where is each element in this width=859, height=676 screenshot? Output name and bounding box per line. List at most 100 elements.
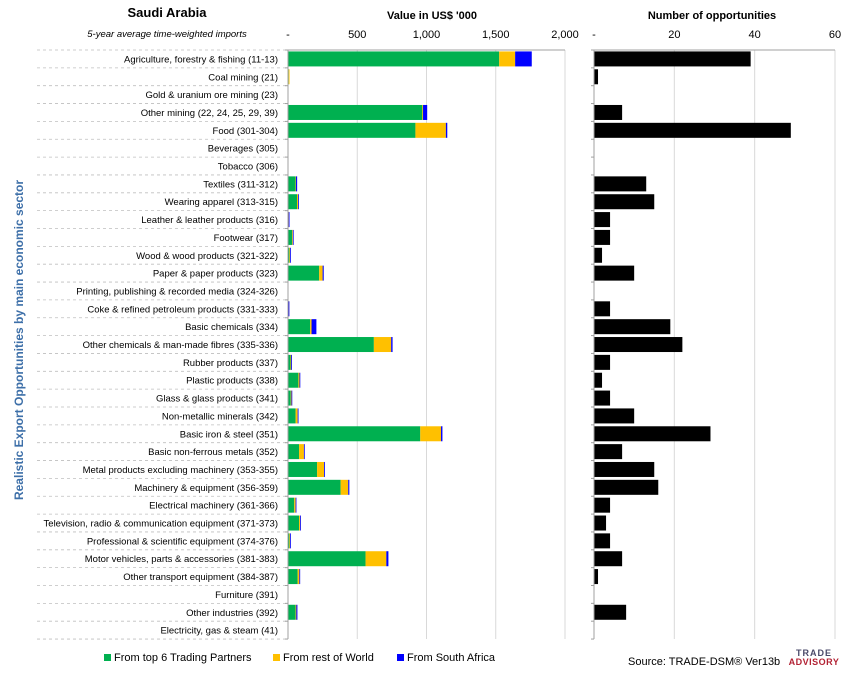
category-label: Wearing apparel (313-315)	[165, 197, 278, 208]
legend-swatch-top6-partners	[104, 654, 111, 661]
bar-rest-of-world	[295, 408, 298, 424]
bar-south-africa	[324, 461, 325, 477]
bar-south-africa	[423, 104, 428, 120]
bar-top6-partners	[288, 533, 290, 549]
count-bar	[594, 551, 623, 567]
chart-axes	[37, 49, 835, 640]
bar-rest-of-world	[292, 229, 293, 245]
count-bar	[594, 426, 711, 442]
value-x-tick-label: 1,500	[482, 29, 510, 41]
legend-swatch-south-africa	[397, 654, 404, 661]
value-x-tick-label: 1,000	[413, 29, 441, 41]
count-x-tick-label: 40	[749, 29, 761, 41]
category-label: Footwear (317)	[214, 233, 278, 244]
bar-top6-partners	[288, 337, 374, 353]
value-x-tick-label: 2,000	[551, 29, 579, 41]
bar-rest-of-world	[290, 354, 292, 370]
legend: From top 6 Trading Partners From rest of …	[104, 652, 496, 664]
bar-south-africa	[391, 337, 393, 353]
bar-south-africa	[295, 497, 297, 513]
legend-label: From South Africa	[407, 652, 496, 664]
bar-top6-partners	[288, 372, 299, 388]
count-bar	[594, 515, 607, 531]
category-label: Professional & scientific equipment (374…	[87, 536, 278, 547]
bar-rest-of-world	[295, 604, 297, 620]
count-bar	[594, 301, 611, 317]
bar-rest-of-world	[420, 426, 442, 442]
bar-south-africa	[291, 354, 292, 370]
bar-rest-of-world	[365, 551, 387, 567]
bar-south-africa	[288, 212, 290, 228]
bar-south-africa	[322, 265, 324, 281]
count-bar	[594, 372, 603, 388]
count-bar	[594, 51, 751, 67]
count-bar	[594, 69, 599, 85]
count-bar	[594, 479, 659, 495]
category-label: Electricity, gas & steam (41)	[160, 626, 278, 637]
country-title: Saudi Arabia	[128, 5, 208, 20]
bar-rest-of-world	[317, 461, 325, 477]
bar-top6-partners	[288, 247, 290, 263]
category-label: Furniture (391)	[215, 590, 278, 601]
bar-rest-of-world	[289, 533, 291, 549]
count-bar	[594, 497, 611, 513]
category-label: Other industries (392)	[186, 608, 278, 619]
bar-south-africa	[300, 515, 301, 531]
bar-rest-of-world	[289, 247, 291, 263]
bar-top6-partners	[288, 515, 300, 531]
category-label: Glass & glass products (341)	[156, 394, 278, 405]
bar-top6-partners	[288, 390, 291, 406]
bar-rest-of-world	[288, 69, 290, 85]
bar-rest-of-world	[319, 265, 323, 281]
bar-top6-partners	[288, 51, 500, 67]
bar-rest-of-world	[422, 104, 424, 120]
count-bar	[594, 176, 647, 192]
bar-rest-of-world	[297, 569, 300, 585]
logo-line-2: ADVISORY	[788, 657, 840, 667]
category-label: Paper & paper products (323)	[153, 269, 278, 280]
category-label: Rubber products (337)	[183, 358, 278, 369]
bar-top6-partners	[288, 461, 318, 477]
category-label: Coal mining (21)	[208, 72, 278, 83]
bar-south-africa	[297, 408, 299, 424]
count-bar	[594, 212, 611, 228]
bar-south-africa	[441, 426, 443, 442]
bar-south-africa	[311, 319, 317, 335]
legend-swatch-rest-of-world	[273, 654, 280, 661]
bar-top6-partners	[288, 569, 298, 585]
category-label: Basic iron & steel (351)	[180, 429, 278, 440]
category-label: Other transport equipment (384-387)	[123, 572, 278, 583]
bar-rest-of-world	[415, 122, 446, 138]
bar-south-africa	[291, 390, 293, 406]
category-label: Food (301-304)	[213, 126, 278, 137]
bar-south-africa	[296, 604, 298, 620]
count-bar	[594, 319, 671, 335]
category-label: Other chemicals & man-made fibres (335-3…	[83, 340, 278, 351]
bar-rest-of-world	[299, 444, 304, 460]
category-label: Machinery & equipment (356-359)	[134, 483, 278, 494]
bar-south-africa	[298, 194, 299, 210]
bar-top6-partners	[288, 497, 295, 513]
count-bar	[594, 533, 611, 549]
bar-top6-partners	[288, 354, 291, 370]
count-bar	[594, 390, 611, 406]
category-label: Basic non-ferrous metals (352)	[148, 447, 278, 458]
bar-top6-partners	[288, 265, 320, 281]
count-bar	[594, 247, 603, 263]
count-bar	[594, 604, 627, 620]
bar-top6-partners	[288, 479, 341, 495]
value-x-axis-ticks: - 500 1,000 1,500 2,000	[286, 29, 579, 41]
category-label: Wood & wood products (321-322)	[136, 251, 278, 262]
count-bar	[594, 354, 611, 370]
category-label: Basic chemicals (334)	[185, 322, 278, 333]
category-label: Metal products excluding machinery (353-…	[83, 465, 278, 476]
bar-south-africa	[303, 444, 305, 460]
count-bar	[594, 444, 623, 460]
count-bar	[594, 265, 635, 281]
category-label: Electrical machinery (361-366)	[149, 501, 278, 512]
bar-rest-of-world	[298, 372, 300, 388]
count-gridlines	[673, 50, 836, 640]
bar-rest-of-world	[340, 479, 349, 495]
legend-label: From rest of World	[283, 652, 374, 664]
category-label: Television, radio & communication equipm…	[44, 519, 278, 530]
